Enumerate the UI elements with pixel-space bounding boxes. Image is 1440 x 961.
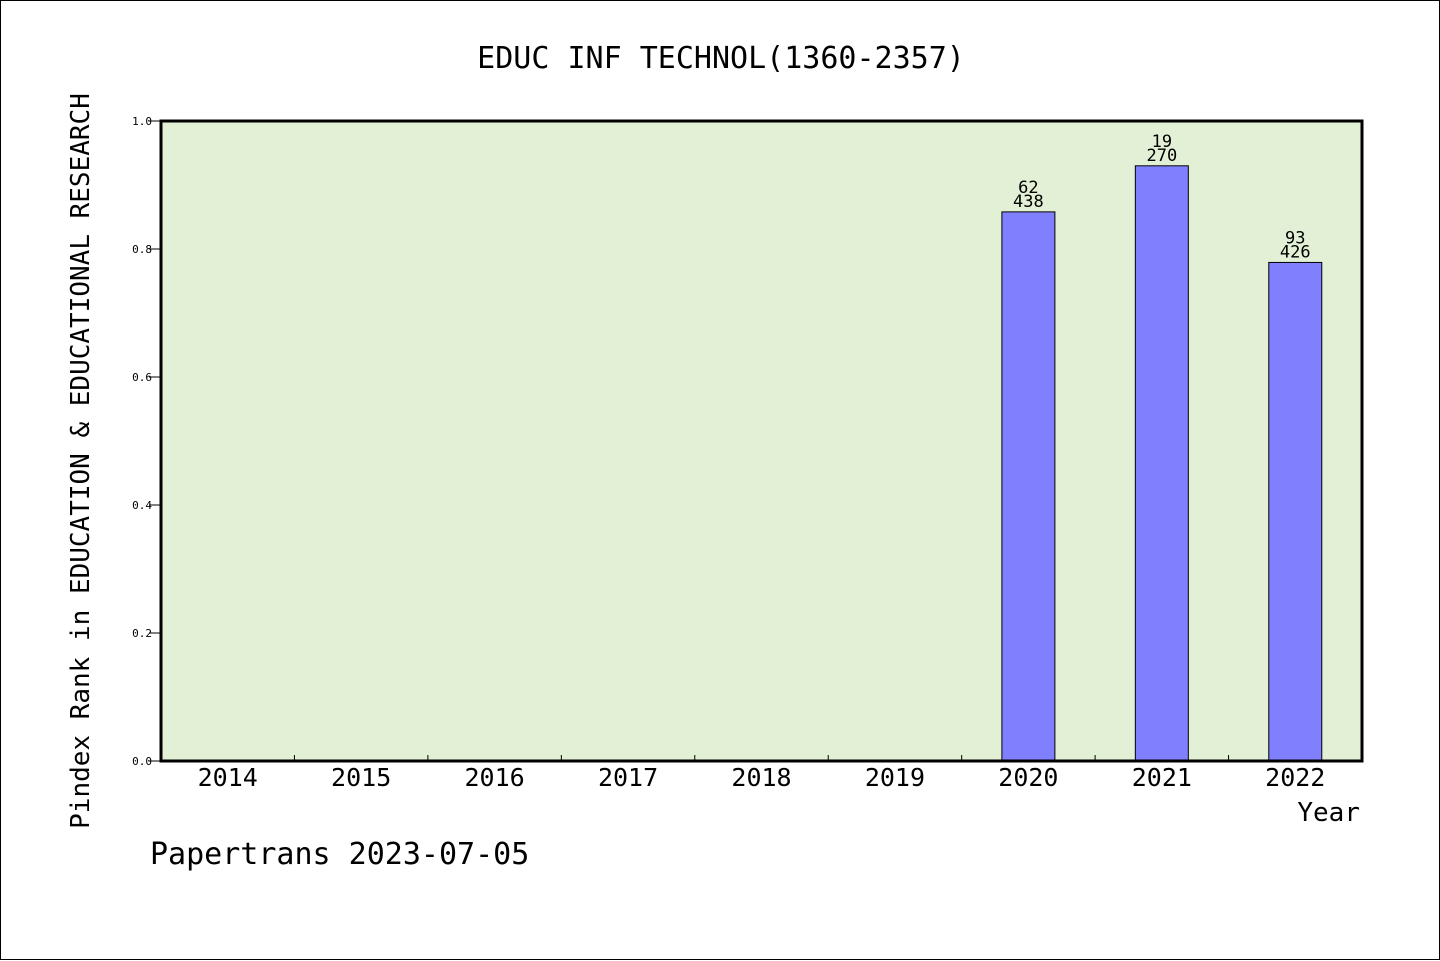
x-tick-label: 2016 (465, 763, 525, 792)
x-tick-label: 2022 (1265, 763, 1325, 792)
footer-credit: Papertrans 2023-07-05 (150, 837, 529, 872)
y-tick-label: 0.8 (132, 243, 152, 256)
x-tick-label: 2021 (1132, 763, 1192, 792)
x-tick-label: 2020 (998, 763, 1058, 792)
bar-label-top: 93 (1285, 228, 1305, 248)
y-axis-label: Pindex Rank in EDUCATION & EDUCATIONAL R… (66, 93, 96, 829)
x-axis-ticks: 2014 2015 2016 2017 2018 2019 2020 2021 2022 (198, 755, 1325, 792)
x-axis-label: Year (1297, 798, 1360, 828)
y-tick-label: 0.4 (132, 499, 152, 512)
x-tick-label: 2018 (731, 763, 791, 792)
bar-label-bottom: 438 (1013, 192, 1044, 212)
x-tick-label: 2014 (198, 763, 258, 792)
bar-label-bottom: 426 (1280, 242, 1311, 262)
bar-2022 (1268, 261, 1323, 762)
bar-2021 (1134, 165, 1189, 762)
plot-border (159, 119, 1364, 763)
bar-label-top: 19 (1152, 132, 1172, 152)
x-tick-label: 2019 (865, 763, 925, 792)
bar-label-bottom: 270 (1146, 146, 1177, 166)
y-tick-label: 1.0 (132, 115, 152, 128)
y-tick-label: 0.0 (132, 755, 152, 768)
bar-2020 (1001, 211, 1056, 762)
y-tick-label: 0.6 (132, 371, 152, 384)
x-tick-label: 2015 (331, 763, 391, 792)
x-tick-label: 2017 (598, 763, 658, 792)
chart-title: EDUC INF TECHNOL(1360-2357) (477, 41, 965, 76)
bar-label-top: 62 (1018, 178, 1038, 198)
y-tick-label: 0.2 (132, 627, 152, 640)
y-axis-ticks: 0.0 0.2 0.4 0.6 0.8 1.0 (132, 115, 161, 768)
